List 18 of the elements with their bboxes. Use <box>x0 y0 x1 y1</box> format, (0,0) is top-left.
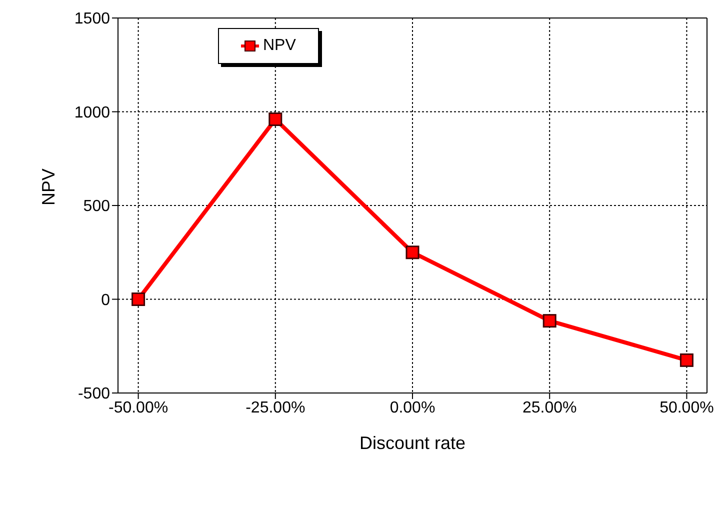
y-tick-label: -500 <box>78 386 110 403</box>
x-tick-label: 0.00% <box>390 399 436 416</box>
y-axis-title: NPV <box>38 168 58 206</box>
legend-label: NPV <box>262 37 296 55</box>
y-tick-label: 500 <box>83 198 110 216</box>
x-tick-label: 50.00% <box>660 399 714 416</box>
x-tick-label: -50.00% <box>108 399 168 416</box>
x-axis-title: Discount rate <box>359 433 466 453</box>
point <box>680 353 694 367</box>
point <box>542 314 556 328</box>
y-tick-label: 1500 <box>74 10 110 28</box>
point <box>132 292 146 306</box>
x-tick-label: 25.00% <box>522 399 577 416</box>
point <box>268 112 282 126</box>
x-tick-label: -25.00% <box>246 399 306 416</box>
y-tick-label: 0 <box>101 292 110 309</box>
y-tick-label: 1000 <box>74 104 110 122</box>
point <box>406 246 420 260</box>
